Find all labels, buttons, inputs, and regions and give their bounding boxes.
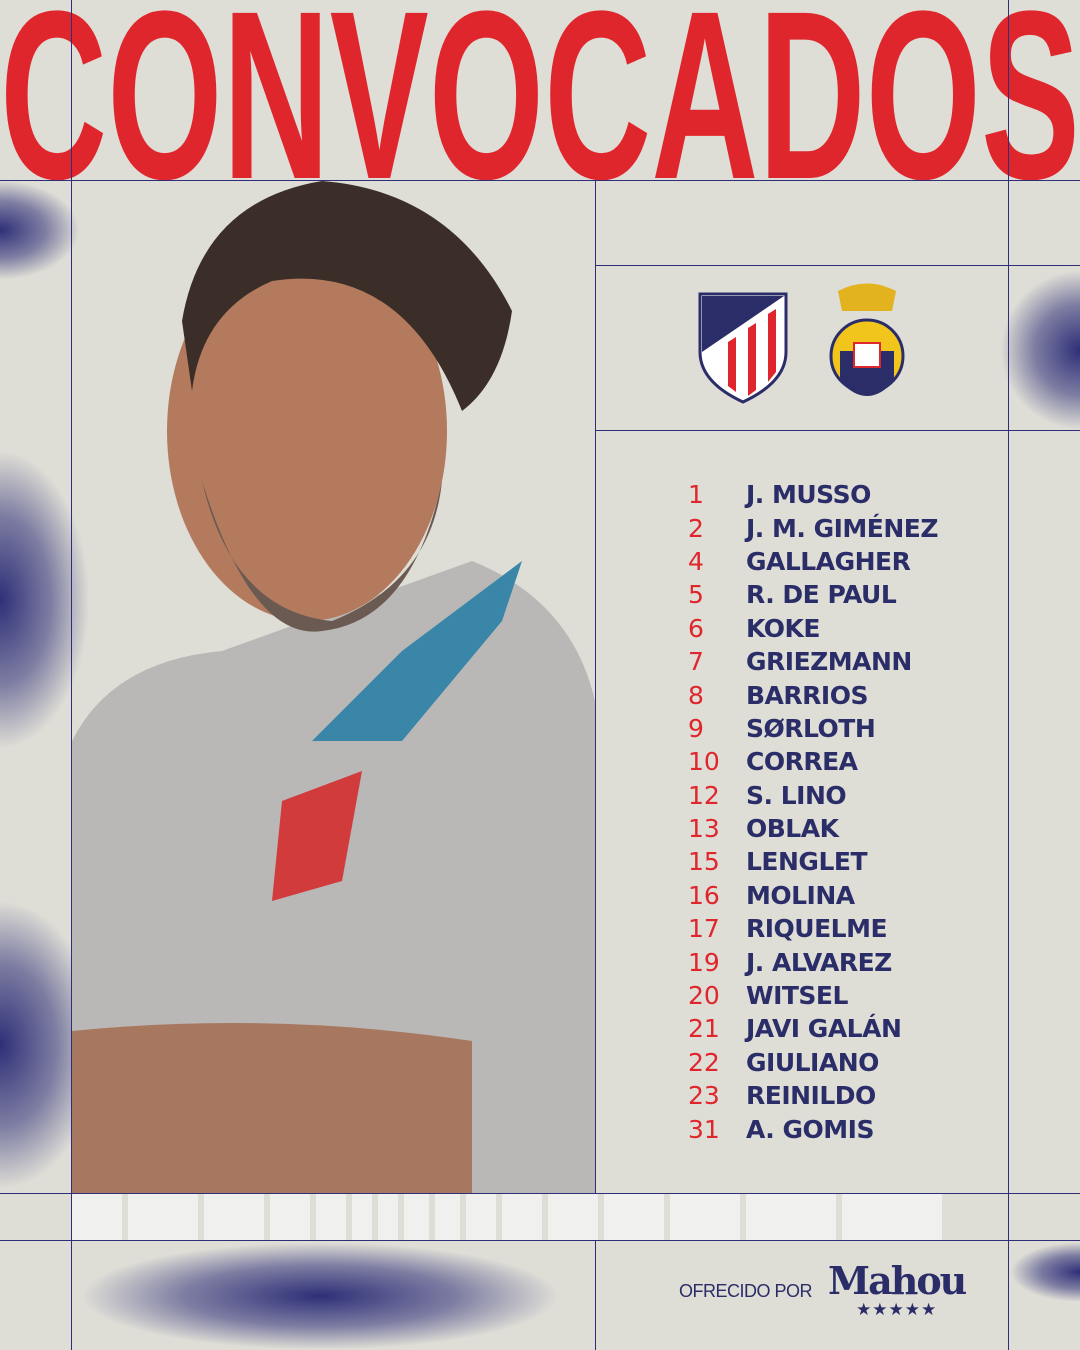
- match-crests: [596, 266, 1008, 430]
- player-number: 21: [688, 1014, 720, 1044]
- player-name: CORREA: [746, 747, 858, 777]
- player-number: 9: [688, 713, 704, 743]
- headline-text: CONVOCADOS: [0, 0, 1080, 180]
- player-name: GALLAGHER: [746, 546, 911, 576]
- grid-line: [596, 430, 1080, 431]
- sponsor-label: OFRECIDO POR: [679, 1280, 813, 1301]
- player-number: 6: [688, 613, 704, 643]
- mahou-logo: Mahou ★★★★★: [828, 1258, 967, 1320]
- player-name: OBLAK: [746, 814, 839, 844]
- player-number: 31: [688, 1114, 720, 1144]
- player-name: KOKE: [746, 613, 820, 643]
- player-number: 7: [688, 647, 704, 677]
- squad-row: 16 MOLINA: [688, 879, 938, 912]
- squad-row: 2 J. M. GIMÉNEZ: [688, 511, 939, 544]
- grid-line: [0, 1240, 1080, 1241]
- player-number: 5: [688, 580, 704, 610]
- squad-row: 1 J. MUSSO: [688, 478, 938, 511]
- squad-row: 8 BARRIOS: [688, 678, 938, 711]
- squad-row: 21 JAVI GALÁN: [688, 1012, 938, 1045]
- grid-line: [596, 265, 1080, 266]
- player-number: 22: [688, 1047, 720, 1077]
- player-name: JAVI GALÁN: [746, 1014, 902, 1044]
- decorative-swirl: [1010, 1242, 1080, 1302]
- squad-row: 20 WITSEL: [688, 979, 938, 1012]
- player-name: J. M. GIMÉNEZ: [746, 513, 939, 543]
- player-name: LENGLET: [746, 847, 868, 877]
- player-name: J. MUSSO: [746, 480, 871, 510]
- squad-row: 31 A. GOMIS: [688, 1112, 938, 1145]
- player-number: 23: [688, 1081, 720, 1111]
- squad-row: 17 RIQUELME: [688, 912, 938, 945]
- headline: CONVOCADOS: [0, 0, 1080, 180]
- grid-line: [71, 0, 72, 1350]
- decorative-swirl: [1000, 270, 1080, 430]
- player-name: BARRIOS: [746, 680, 868, 710]
- player-name: MOLINA: [746, 880, 855, 910]
- squad-row: 22 GIULIANO: [688, 1046, 938, 1079]
- grid-line: [595, 181, 596, 1350]
- player-number: 20: [688, 981, 720, 1011]
- coach-photo: [72, 181, 595, 1193]
- grid-line: [0, 1193, 1080, 1194]
- player-number: 19: [688, 947, 720, 977]
- player-name: SØRLOTH: [746, 713, 876, 743]
- player-name: WITSEL: [746, 981, 848, 1011]
- player-number: 8: [688, 680, 704, 710]
- squad-row: 5 R. DE PAUL: [688, 578, 938, 611]
- squad-list: 1 J. MUSSO 2 J. M. GIMÉNEZ 4 GALLAGHER 5 R. DE …: [688, 478, 939, 1146]
- squad-row: 9 SØRLOTH: [688, 712, 938, 745]
- player-number: 12: [688, 780, 720, 810]
- player-number: 15: [688, 847, 720, 877]
- squad-row: 13 OBLAK: [688, 812, 938, 845]
- squad-row: 6 KOKE: [688, 612, 938, 645]
- squad-row: 4 GALLAGHER: [688, 545, 938, 578]
- grid-line: [0, 180, 1080, 181]
- player-number: 2: [688, 513, 704, 543]
- decorative-swirl: [0, 180, 80, 280]
- player-name: RIQUELME: [746, 914, 888, 944]
- stars-icon: ★★★★★: [856, 1300, 938, 1319]
- player-name: R. DE PAUL: [746, 580, 897, 610]
- decorative-swirl: [0, 450, 90, 750]
- player-number: 16: [688, 880, 720, 910]
- squad-row: 10 CORREA: [688, 745, 938, 778]
- las-palmas-crest-icon: [829, 283, 905, 396]
- player-number: 13: [688, 814, 720, 844]
- atletico-crest-icon: [698, 292, 788, 404]
- player-name: REINILDO: [746, 1081, 876, 1111]
- decorative-strip: [72, 1194, 1008, 1240]
- decorative-swirl: [80, 1242, 560, 1350]
- squad-row: 7 GRIEZMANN: [688, 645, 938, 678]
- player-name: A. GOMIS: [746, 1114, 874, 1144]
- squad-row: 19 J. ALVAREZ: [688, 945, 938, 978]
- mahou-wordmark: Mahou: [828, 1258, 967, 1303]
- player-name: GRIEZMANN: [746, 647, 912, 677]
- squad-row: 15 LENGLET: [688, 845, 938, 878]
- sponsor: OFRECIDO POR Mahou ★★★★★: [679, 1258, 967, 1320]
- player-number: 1: [688, 480, 704, 510]
- grid-line: [1008, 0, 1009, 1350]
- player-name: GIULIANO: [746, 1047, 879, 1077]
- squad-row: 23 REINILDO: [688, 1079, 938, 1112]
- player-name: J. ALVAREZ: [746, 947, 892, 977]
- player-name: S. LINO: [746, 780, 847, 810]
- player-number: 4: [688, 546, 704, 576]
- squad-row: 12 S. LINO: [688, 779, 938, 812]
- player-number: 10: [688, 747, 720, 777]
- player-number: 17: [688, 914, 720, 944]
